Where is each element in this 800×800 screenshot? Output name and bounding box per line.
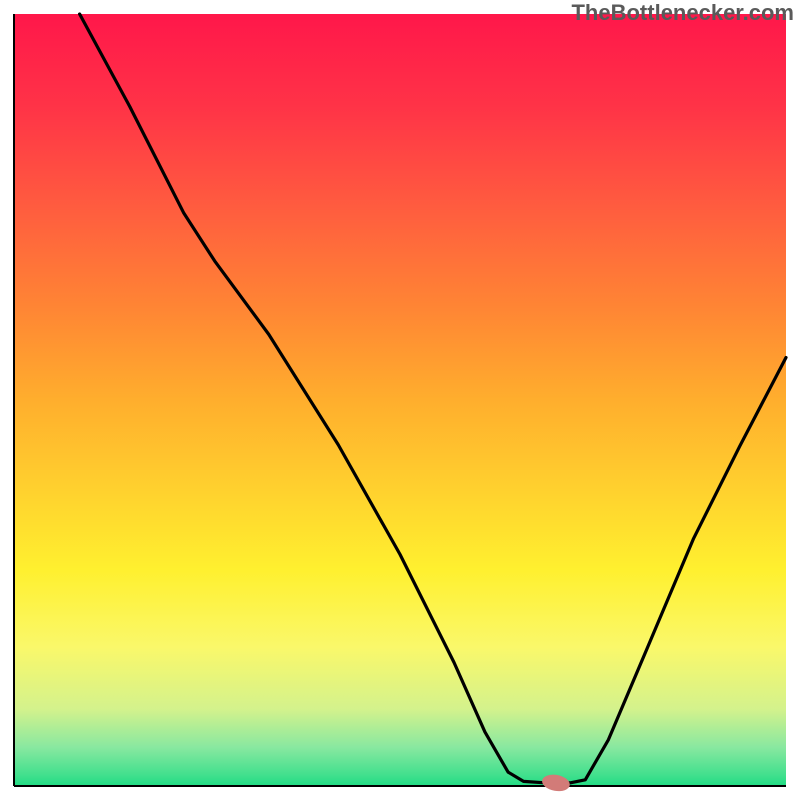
chart-svg bbox=[0, 0, 800, 800]
bottleneck-chart: TheBottlenecker.com bbox=[0, 0, 800, 800]
plot-background bbox=[14, 14, 786, 786]
watermark-text: TheBottlenecker.com bbox=[571, 0, 794, 26]
